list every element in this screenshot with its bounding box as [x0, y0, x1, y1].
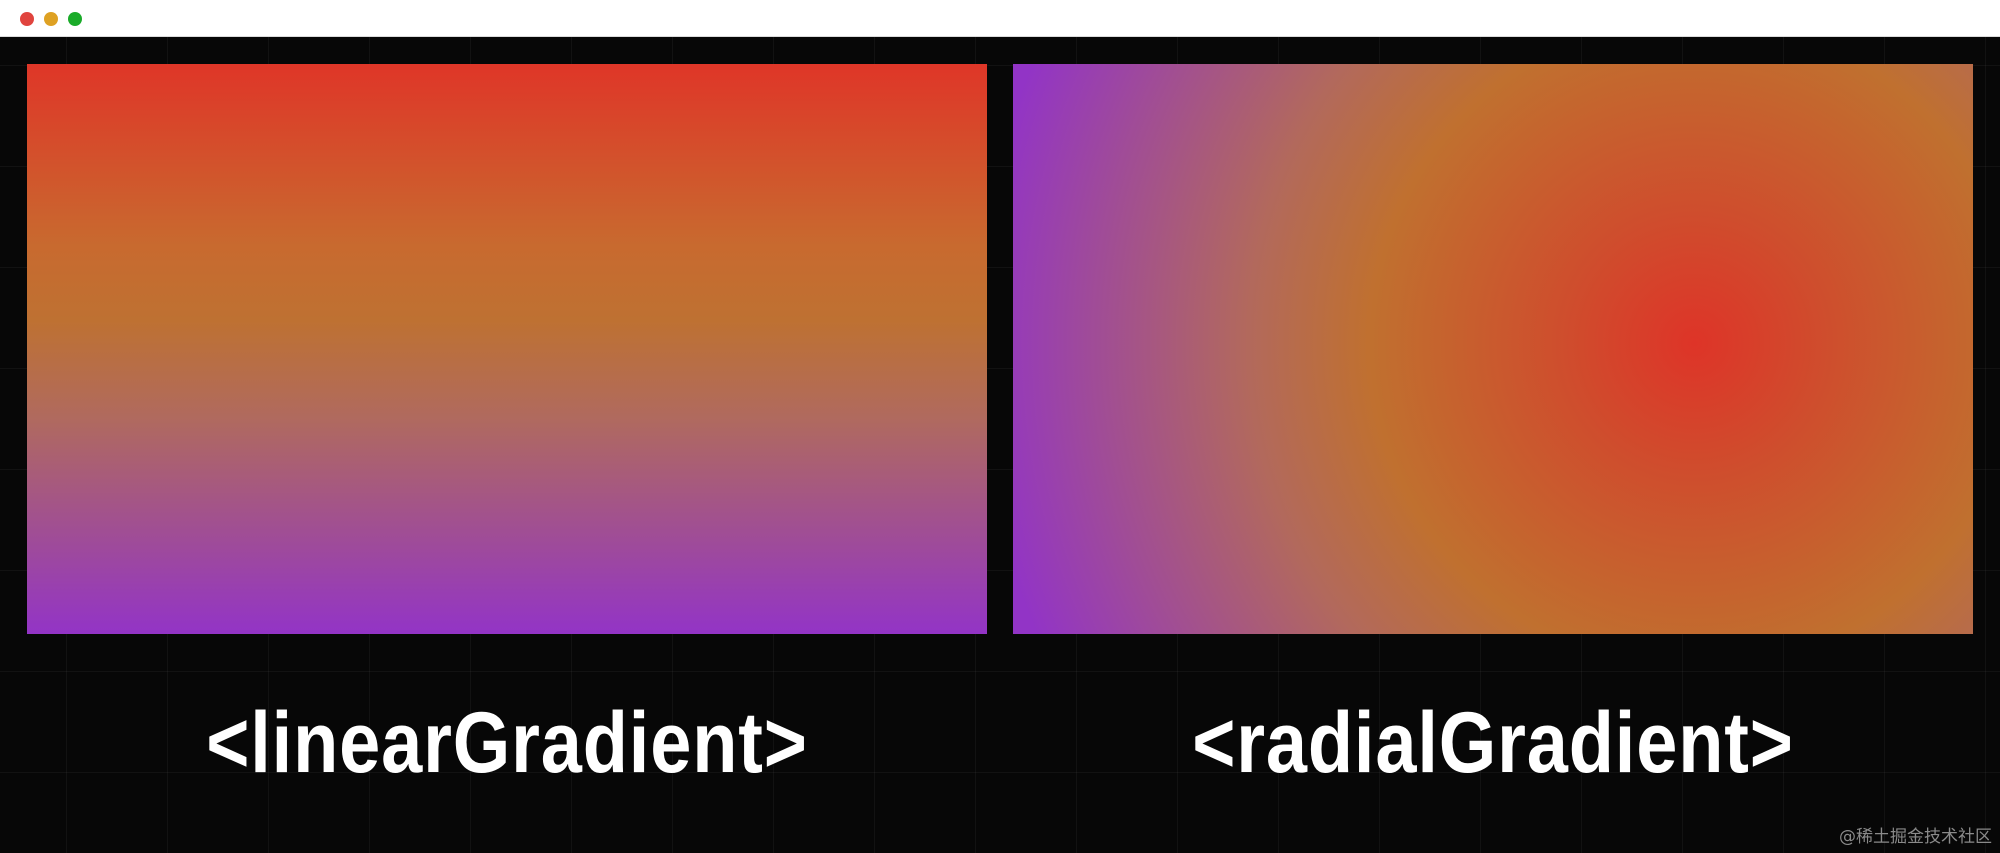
preview-canvas: <linearGradient> <radialGradient> @稀土掘金技…: [0, 37, 2000, 853]
radial-gradient-preview: [1013, 64, 1973, 634]
close-window-button[interactable]: [20, 12, 34, 26]
linear-gradient-caption: <linearGradient>: [206, 695, 808, 791]
watermark-text: @稀土掘金技术社区: [1839, 827, 1992, 847]
window-titlebar: [0, 0, 2000, 37]
maximize-window-button[interactable]: [68, 12, 82, 26]
linear-gradient-preview: [27, 64, 987, 634]
minimize-window-button[interactable]: [44, 12, 58, 26]
radial-gradient-caption: <radialGradient>: [1192, 695, 1794, 791]
